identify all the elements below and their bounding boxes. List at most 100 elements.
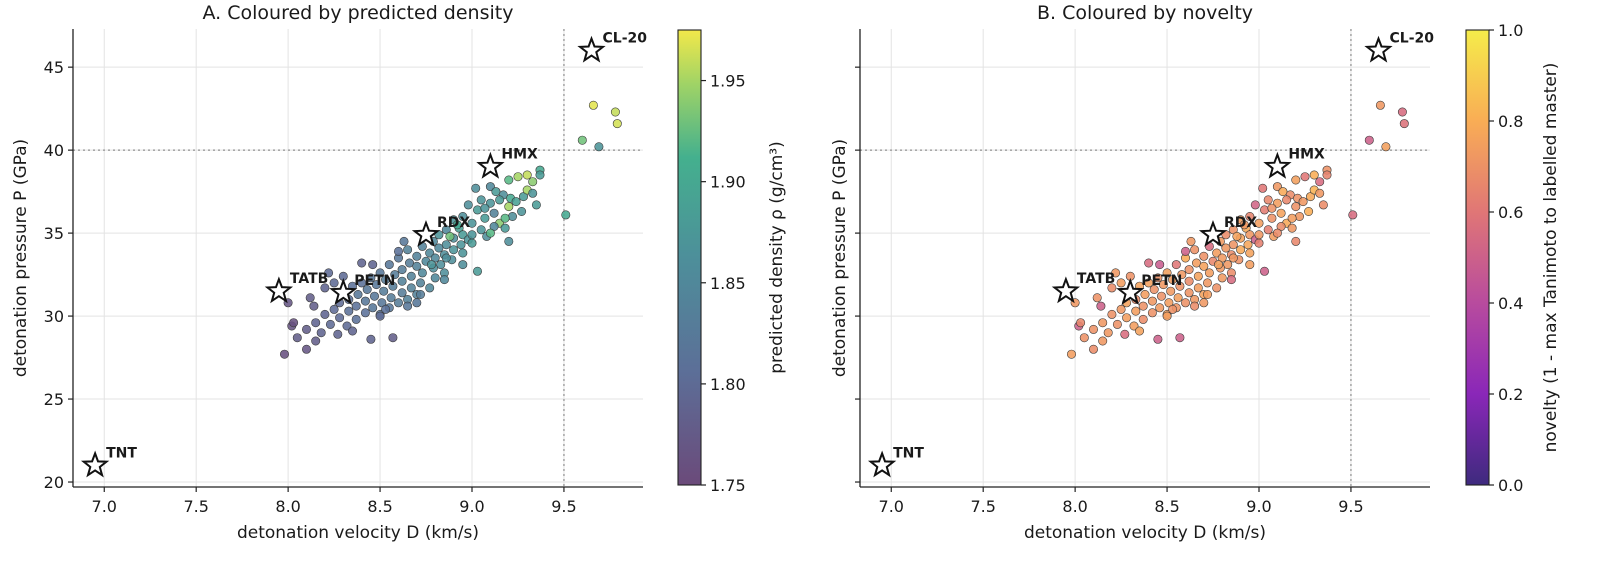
scatter-point <box>1291 202 1301 212</box>
reference-star <box>577 35 606 63</box>
scatter-point <box>1267 213 1277 223</box>
scatter-point <box>1153 334 1163 344</box>
scatter-point <box>1381 142 1391 152</box>
scatter-point <box>305 293 315 303</box>
scatter-point <box>366 273 376 283</box>
scatter-point <box>1375 100 1385 110</box>
scatter-point <box>1135 326 1145 336</box>
panel-title: A. Coloured by predicted density <box>203 2 514 24</box>
scatter-point <box>347 326 357 336</box>
scatter-point <box>561 210 571 220</box>
scatter-point <box>1295 212 1305 222</box>
panel-b: TNT TATB PETN RDX HMX CL-20 7.0 7.5 8.0 8.5 9.0 9.5… <box>830 2 1561 543</box>
scatter-point <box>399 236 409 246</box>
scatter-point <box>324 268 334 278</box>
scatter-point <box>1190 301 1200 311</box>
scatter-point <box>471 183 481 193</box>
scatter-point <box>368 303 378 313</box>
scatter-point <box>335 313 345 323</box>
reference-label: TATB <box>1077 271 1115 287</box>
scatter-point <box>1120 329 1130 339</box>
scatter-point <box>452 220 462 230</box>
scatter-point <box>500 213 510 223</box>
scatter-point <box>388 281 398 291</box>
colorbar-tick-label: 1.85 <box>710 274 746 293</box>
scatter-point <box>1098 336 1108 346</box>
scatter-point <box>1226 275 1236 285</box>
scatter-point <box>1131 306 1141 316</box>
scatter-point <box>1254 218 1264 228</box>
scatter-point <box>1309 170 1319 180</box>
scatter-point <box>1168 304 1178 314</box>
scatter-point <box>397 288 407 298</box>
scatter-point <box>415 289 425 299</box>
scatter-point <box>507 212 517 222</box>
scatter-point <box>1138 314 1148 324</box>
scatter-point <box>1193 271 1203 281</box>
reference-star <box>264 276 294 304</box>
colorbar-tick-label: 1.95 <box>710 72 746 91</box>
colorbar-tick-label: 1.75 <box>710 476 746 495</box>
reference-label: CL-20 <box>603 31 648 47</box>
scatter-point <box>445 231 455 241</box>
scatter-point <box>513 172 523 182</box>
scatter-point <box>1096 301 1106 311</box>
scatter-point <box>1079 333 1089 343</box>
scatter-point <box>279 349 289 359</box>
y-tick-label: 45 <box>44 58 64 77</box>
scatter-point <box>1107 309 1117 319</box>
scatter-point <box>1177 270 1187 280</box>
reference-label: HMX <box>501 147 538 163</box>
scatter-point <box>1166 286 1176 296</box>
scatter-point <box>1175 281 1185 291</box>
scatter-point <box>403 301 413 311</box>
scatter-point <box>412 298 422 308</box>
x-tick-label: 9.0 <box>459 497 484 516</box>
reference-label: RDX <box>1224 215 1257 231</box>
scatter-point <box>1186 236 1196 246</box>
scatter-point <box>1217 273 1227 283</box>
scatter-point <box>375 311 385 321</box>
reference-label: RDX <box>437 215 470 231</box>
scatter-point <box>329 278 339 288</box>
scatter-point <box>379 286 389 296</box>
x-tick-label: 7.0 <box>879 497 904 516</box>
scatter-point <box>1315 177 1325 187</box>
scatter-point <box>1103 328 1113 338</box>
scatter-point <box>1236 245 1246 255</box>
scatter-point <box>1144 278 1154 288</box>
scatter-point <box>1184 288 1194 298</box>
scatter-point <box>1203 278 1213 288</box>
scatter-point <box>1147 308 1157 318</box>
scatter-point <box>1089 344 1099 354</box>
scatter-point <box>1315 188 1325 198</box>
scatter-point <box>309 301 319 311</box>
scatter-point <box>381 304 391 314</box>
scatter-point <box>1300 172 1310 182</box>
scatter-point <box>436 260 446 270</box>
scatter-point <box>434 243 444 253</box>
x-tick-label: 9.5 <box>1338 497 1363 516</box>
scatter-point <box>1287 213 1297 223</box>
y-tick-label: 25 <box>44 390 64 409</box>
x-tick-label: 7.5 <box>183 497 208 516</box>
colorbar-tick-label: 1.80 <box>710 375 746 394</box>
scatter-point <box>1184 265 1194 275</box>
scatter-point <box>362 284 372 294</box>
y-axis-label: detonation pressure P (GPa) <box>11 139 31 377</box>
scatter-point <box>504 175 514 185</box>
scatter-point <box>397 276 407 286</box>
scatter-point <box>351 301 361 311</box>
reference-label: PETN <box>354 273 395 289</box>
scatter-point <box>1157 291 1167 301</box>
scatter-point <box>1203 289 1213 299</box>
scatter-point <box>1112 319 1122 329</box>
scatter-point <box>381 275 391 285</box>
panel-a: TNT TATB PETN RDX HMX CL-20 7.0 7.5 8.0 8.5 9.0 9.5… <box>11 2 787 543</box>
scatter-point <box>1260 266 1270 276</box>
scatter-point <box>430 273 440 283</box>
scatter-point <box>1272 228 1282 238</box>
scatter-point <box>1298 197 1308 207</box>
colorbar-tick-label: 1.0 <box>1498 21 1523 40</box>
scatter-point <box>360 308 370 318</box>
